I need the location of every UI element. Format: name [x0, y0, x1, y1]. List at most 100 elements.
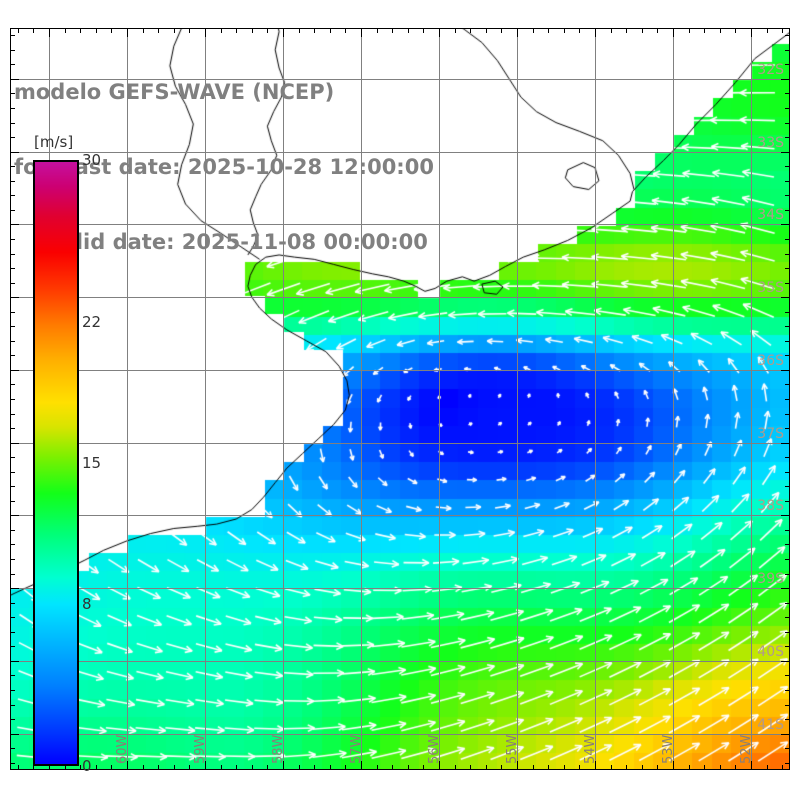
axis-tick: [785, 355, 790, 356]
axis-tick: [10, 705, 15, 706]
axis-tick: [782, 765, 783, 770]
longitude-label: 58W: [271, 734, 286, 764]
gridline-lat: [10, 370, 790, 371]
axis-tick: [10, 632, 15, 633]
gridline-lon: [205, 28, 206, 770]
axis-tick: [10, 617, 15, 618]
axis-tick: [10, 457, 15, 458]
axis-tick: [10, 443, 19, 444]
axis-tick: [10, 501, 15, 502]
axis-tick: [720, 28, 721, 33]
gridline-lat: [10, 588, 790, 589]
axis-tick: [439, 761, 440, 770]
axis-tick: [377, 765, 378, 770]
axis-tick: [10, 326, 15, 327]
axis-tick: [785, 399, 790, 400]
latitude-label: 35S: [757, 280, 784, 297]
axis-tick: [455, 28, 456, 33]
axis-tick: [283, 761, 284, 770]
latitude-label: 32S: [757, 61, 784, 78]
latitude-label: 40S: [757, 643, 784, 660]
axis-tick: [189, 28, 190, 33]
axis-tick: [96, 28, 97, 33]
axis-tick: [767, 765, 768, 770]
axis-tick: [785, 559, 790, 560]
axis-tick: [657, 765, 658, 770]
gridline-lat: [10, 734, 790, 735]
axis-tick: [267, 765, 268, 770]
axis-tick: [174, 765, 175, 770]
axis-tick: [345, 28, 346, 33]
axis-tick: [10, 530, 15, 531]
axis-tick: [127, 761, 128, 770]
axis-tick: [785, 719, 790, 720]
axis-tick: [377, 28, 378, 33]
axis-tick: [785, 195, 790, 196]
longitude-label: 55W: [505, 734, 520, 764]
colorbar-tick-label: 15: [82, 454, 102, 472]
axis-tick: [392, 28, 393, 33]
latitude-label: 34S: [757, 207, 784, 224]
map-plot-area[interactable]: 61W60W59W58W57W56W55W54W53W52W 32S33S34S…: [10, 28, 790, 770]
colorbar-tick-label: 22: [82, 312, 102, 331]
gridline-lat: [10, 661, 790, 662]
axis-tick: [10, 355, 15, 356]
axis-tick: [785, 181, 790, 182]
axis-tick: [785, 486, 790, 487]
axis-tick: [33, 28, 34, 33]
axis-tick: [785, 530, 790, 531]
axis-tick: [10, 108, 15, 109]
gridline-lon: [127, 28, 128, 770]
gridline-lon: [673, 28, 674, 770]
axis-tick: [470, 765, 471, 770]
axis-tick: [314, 28, 315, 33]
axis-tick: [283, 28, 284, 37]
axis-tick: [785, 501, 790, 502]
axis-tick: [10, 166, 15, 167]
axis-tick: [785, 705, 790, 706]
colorbar-tick-label: 8: [82, 595, 92, 614]
axis-tick: [10, 515, 19, 516]
axis-tick: [33, 765, 34, 770]
gridline-lat: [10, 515, 790, 516]
axis-tick: [548, 765, 549, 770]
gridline-lat: [10, 297, 790, 298]
axis-tick: [10, 137, 15, 138]
axis-tick: [18, 28, 19, 33]
axis-tick: [111, 28, 112, 33]
colorbar[interactable]: [33, 160, 79, 766]
axis-tick: [785, 384, 790, 385]
axis-tick: [205, 761, 206, 770]
axis-tick: [10, 123, 15, 124]
latitude-label: 39S: [757, 571, 784, 588]
axis-tick: [642, 28, 643, 33]
axis-tick: [785, 690, 790, 691]
axis-tick: [785, 544, 790, 545]
axis-tick: [361, 761, 362, 770]
axis-tick: [10, 181, 15, 182]
axis-tick: [673, 761, 674, 770]
axis-tick: [10, 384, 15, 385]
gridline-lon: [439, 28, 440, 770]
colorbar-gradient: [33, 160, 79, 766]
axis-tick: [781, 661, 790, 662]
axis-tick: [595, 28, 596, 37]
axis-tick: [704, 28, 705, 33]
axis-tick: [158, 28, 159, 33]
colorbar-tick-label: 0: [82, 757, 92, 775]
axis-tick: [626, 28, 627, 33]
axis-tick: [10, 734, 19, 735]
latitude-label: 33S: [757, 134, 784, 151]
axis-tick: [252, 28, 253, 33]
axis-tick: [751, 28, 752, 37]
axis-tick: [423, 28, 424, 33]
axis-tick: [408, 28, 409, 33]
axis-tick: [10, 195, 15, 196]
axis-tick: [785, 574, 790, 575]
axis-tick: [10, 283, 15, 284]
axis-tick: [314, 765, 315, 770]
gridline-lat: [10, 443, 790, 444]
axis-tick: [127, 28, 128, 37]
gridline-lat: [10, 79, 790, 80]
axis-tick: [10, 719, 15, 720]
